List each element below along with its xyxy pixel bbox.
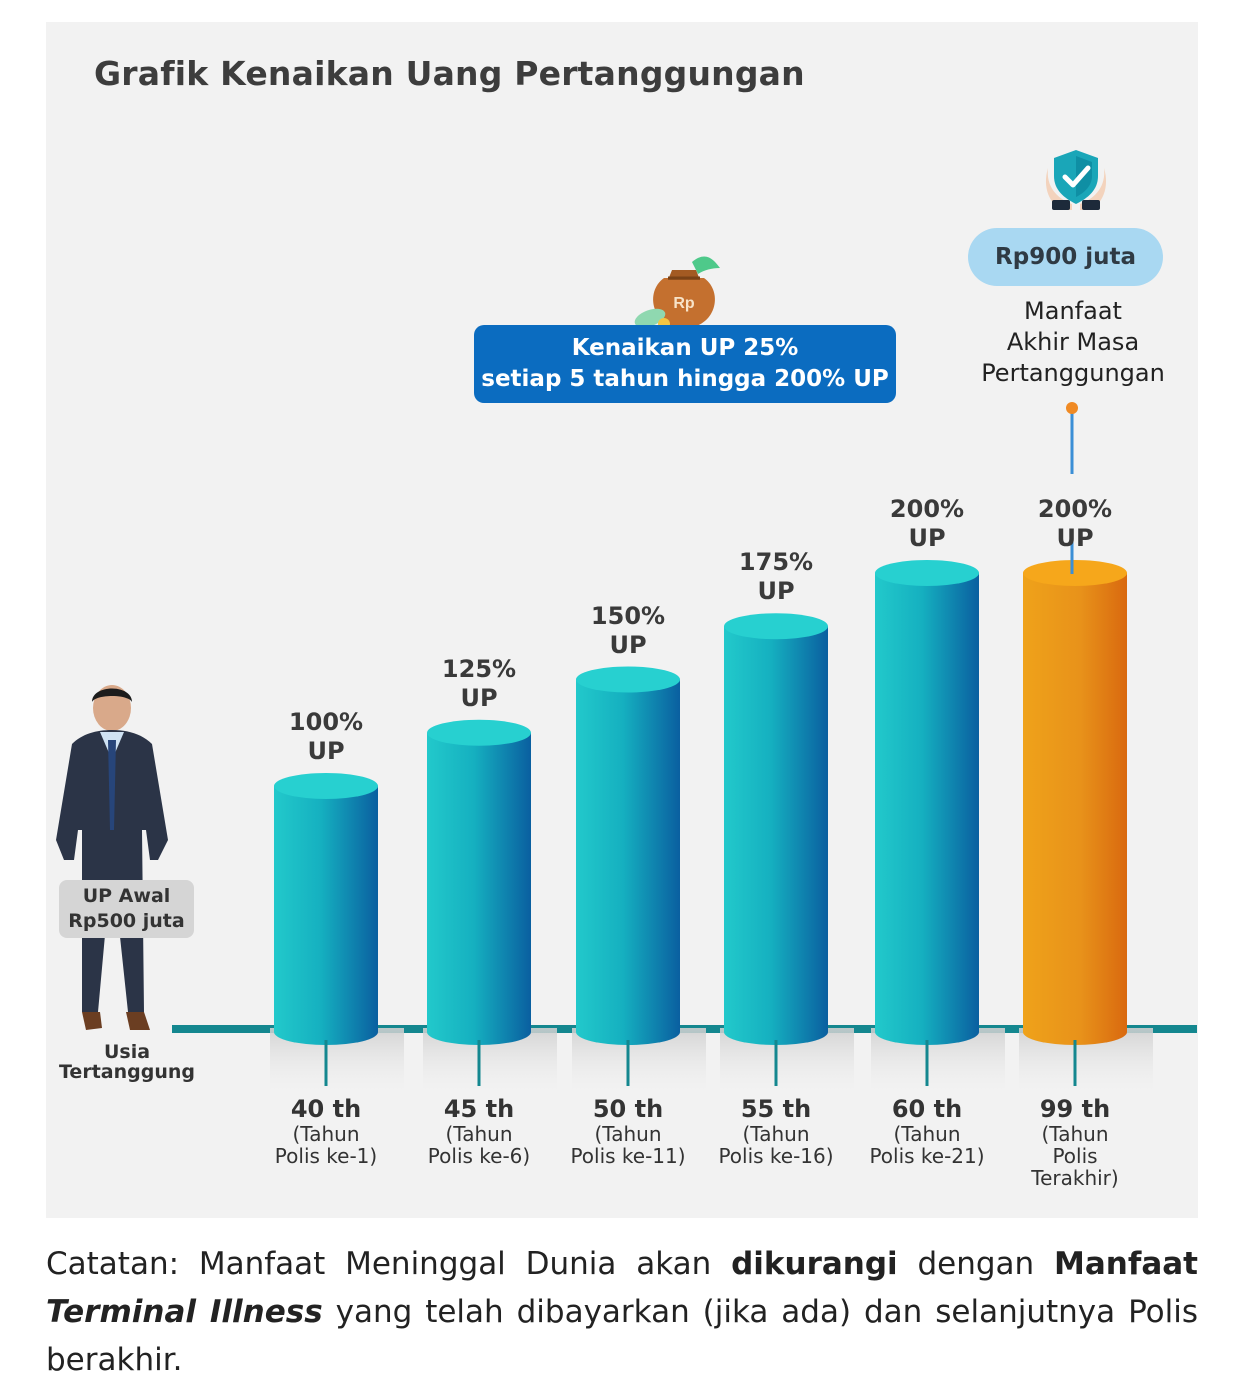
increase-note-box: Kenaikan UP 25% setiap 5 tahun hingga 20… [474,325,896,403]
money-bag-icon: Rp [634,256,720,330]
age-tick-mark [774,1040,778,1086]
money-bag-label: Rp [673,295,695,312]
age-tick-mark [477,1040,481,1086]
age-value: 50 th [592,1095,664,1123]
businessman-figure [56,685,168,1030]
age-value: 60 th [891,1095,963,1123]
policy-year: (Tahun Polis Terakhir) [1031,1122,1119,1190]
bar-top-cap [724,613,828,640]
age-tick-label: 50 th (Tahun Polis ke-11) [553,1095,703,1167]
footnote-mid: dengan [897,1246,1055,1282]
age-tick-mark [324,1040,328,1086]
chart-canvas: Rp [56,150,1197,1098]
bar-value-label: 125% UP [441,654,517,712]
bar-top-cap [274,773,378,799]
age-tick-label: 55 th (Tahun Polis ke-16) [701,1095,851,1167]
bar-body [576,679,680,1045]
age-tick-mark [626,1040,630,1086]
bar-top-cap [1023,560,1127,586]
bar-5 [871,560,1005,1098]
start-amount-badge: UP Awal Rp500 juta [59,880,194,938]
bar-body [274,786,378,1045]
age-tick-mark [1073,1040,1077,1086]
bars-layer [270,560,1153,1098]
age-axis-label: Usia Tertanggung [59,1041,195,1083]
bar-value-label: 150% UP [590,601,666,659]
shield-hands-icon [1045,150,1107,210]
bar-body [875,573,979,1045]
final-benefit-text: Manfaat Akhir Masa Pertanggungan [981,297,1165,387]
bar-top-cap [875,560,979,586]
ticks-layer [324,1040,1077,1086]
bar-4 [720,613,854,1098]
policy-year: (Tahun Polis ke-21) [869,1122,985,1168]
bar-body [1023,573,1127,1045]
policy-year: (Tahun Polis ke-16) [718,1122,834,1168]
bar-3 [572,666,706,1098]
bar-2 [423,719,557,1098]
bar-top-cap [576,666,680,693]
age-value: 99 th [1039,1095,1111,1123]
footnote-suffix: yang telah dibayarkan (jika ada) dan sel… [46,1294,1198,1378]
policy-year: (Tahun Polis ke-1) [274,1122,378,1168]
age-tick-label: 60 th (Tahun Polis ke-21) [852,1095,1002,1167]
bar-top-cap [427,719,531,746]
bar-1 [270,773,404,1098]
age-value: 45 th [443,1095,515,1123]
final-connector-dot [1066,402,1078,414]
policy-year: (Tahun Polis ke-11) [570,1122,686,1168]
bar-body [724,626,828,1045]
footnote-bold-reduced: dikurangi [731,1246,898,1282]
bar-value-label: 100% UP [288,708,364,765]
age-tick-label: 99 th (Tahun Polis Terakhir) [1000,1095,1150,1189]
age-tick-label: 45 th (Tahun Polis ke-6) [404,1095,554,1167]
age-value: 40 th [290,1095,362,1123]
bar-6 [1019,560,1153,1098]
age-value: 55 th [740,1095,812,1123]
policy-year: (Tahun Polis ke-6) [427,1122,531,1168]
footnote: Catatan: Manfaat Meninggal Dunia akan di… [46,1240,1198,1384]
footnote-prefix: Catatan: Manfaat Meninggal Dunia akan [46,1246,732,1282]
footnote-bold-benefit: Manfaat [1054,1246,1198,1282]
bar-value-label: 200% UP [1037,495,1113,552]
final-amount-pill: Rp900 juta [968,228,1163,286]
age-tick-mark [925,1040,929,1086]
increase-note-text: Kenaikan UP 25% setiap 5 tahun hingga 20… [481,335,889,392]
bar-value-label: 175% UP [738,548,814,606]
chart-title: Grafik Kenaikan Uang Pertanggungan [94,54,805,93]
age-tick-label: 40 th (Tahun Polis ke-1) [251,1095,401,1167]
bar-body [427,732,531,1045]
bar-value-label: 200% UP [889,495,965,552]
footnote-terminal-illness: Terminal Illness [46,1294,323,1330]
